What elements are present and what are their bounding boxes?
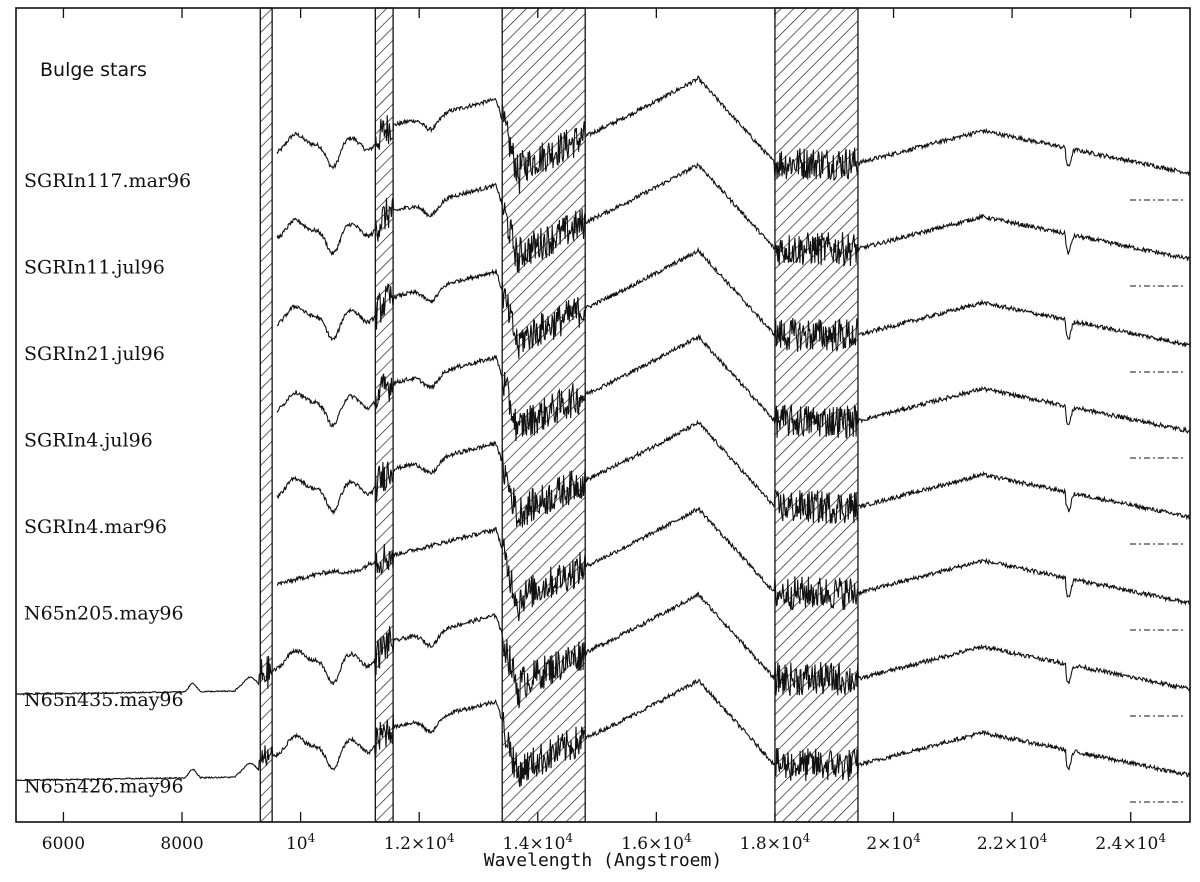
x-tick-label: 1.6×104: [621, 831, 692, 854]
hatched-band: [259, 7, 273, 823]
series-label: SGRIn21.jul96: [24, 343, 165, 365]
x-tick-label: 1.8×104: [740, 831, 811, 854]
series-label: SGRIn4.mar96: [24, 516, 167, 538]
x-tick-label: 104: [286, 831, 316, 854]
x-tick-label: 2.2×104: [977, 831, 1048, 854]
series-label: N65n435.may96: [24, 689, 184, 711]
plot-frame: [15, 7, 1191, 823]
spectrum-line: [276, 74, 1191, 194]
spectrum-line: [15, 678, 1191, 788]
x-tick-label: 1.2×104: [384, 831, 455, 854]
x-tick-label: 6000: [42, 834, 85, 854]
x-tick-label: 1.4×104: [502, 831, 573, 854]
series-label: N65n426.may96: [24, 776, 184, 798]
x-tick-label: 2.4×104: [1095, 831, 1166, 854]
series-label: SGRIn4.jul96: [24, 430, 153, 452]
series-label: N65n205.may96: [24, 603, 184, 625]
spectrum-line: [276, 246, 1191, 359]
series-label: SGRIn11.jul96: [24, 257, 165, 279]
hatched-bands: [259, 7, 859, 823]
x-axis-label: Wavelength (Angstroem): [484, 850, 722, 871]
series-labels: SGRIn117.mar96 SGRIn11.jul96 SGRIn21.jul96…: [24, 170, 191, 798]
spectra-series: [15, 74, 1191, 803]
spectrum-line: [276, 161, 1191, 274]
series-label: SGRIn117.mar96: [24, 170, 191, 192]
spectrum-line: [276, 333, 1191, 442]
chart-title: Bulge stars: [40, 59, 147, 81]
spectrum-line: [276, 419, 1191, 528]
x-tick-label: 8000: [160, 834, 203, 854]
x-tick-label: 2×104: [866, 831, 921, 854]
spectrum-line: [276, 507, 1191, 621]
spectrum-line: [15, 591, 1191, 709]
x-axis-ticks: 6000 8000 104 1.2×104 1.4×104 1.6×104 1.8×104 2…: [42, 8, 1166, 854]
